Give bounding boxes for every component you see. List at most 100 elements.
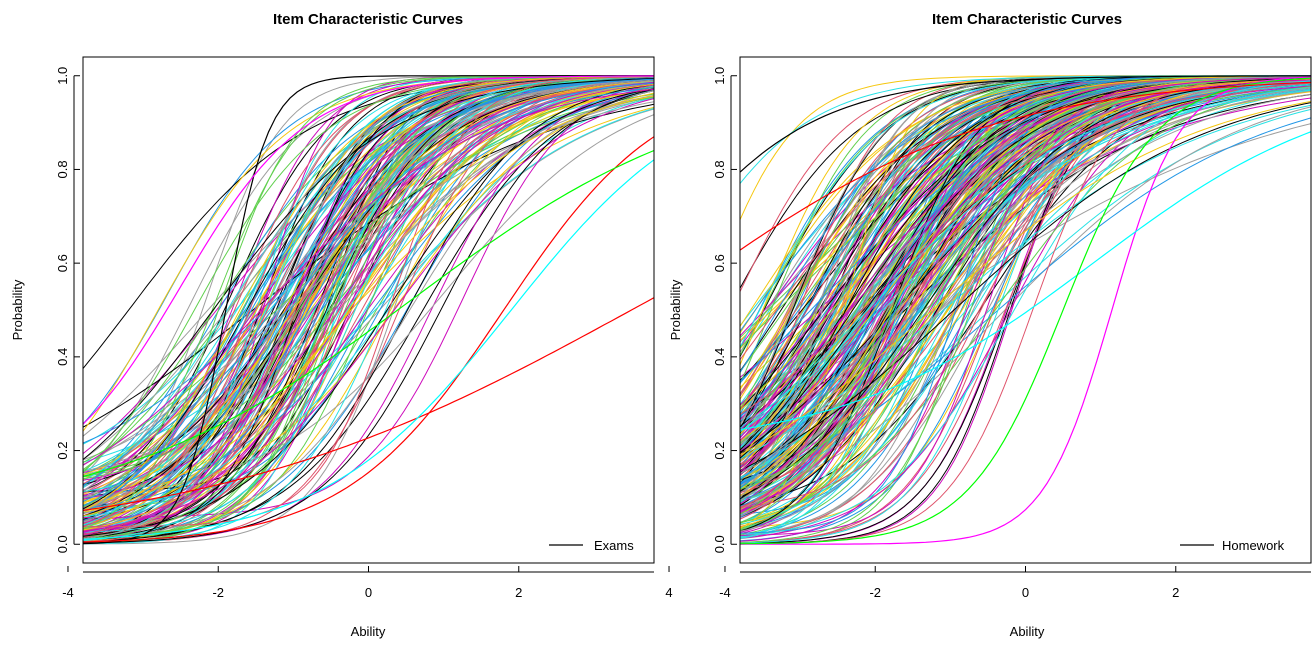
icc-curve: [83, 97, 654, 501]
icc-curve: [83, 77, 654, 544]
icc-curve: [83, 90, 654, 540]
icc-curve: [83, 88, 654, 525]
icc-curve: [83, 83, 654, 500]
icc-curve: [740, 90, 1311, 500]
curves-layer: [83, 75, 654, 545]
icc-curve: [83, 78, 654, 486]
icc-curve: [740, 76, 1311, 473]
icc-curve: [83, 78, 654, 460]
icc-curve: [83, 75, 654, 473]
icc-curve: [83, 75, 654, 425]
icc-curve: [740, 75, 1311, 534]
y-axis: 0.0 0.2 0.4 0.6 0.8 1.0: [55, 67, 80, 553]
y-tick-label: 0.6: [712, 254, 727, 272]
icc-curve: [83, 79, 654, 520]
y-tick-label: 1.0: [712, 67, 727, 85]
icc-curve: [83, 96, 654, 464]
x-tick-label: 4: [665, 585, 672, 600]
icc-curve: [740, 81, 1311, 251]
x-tick-label: 0: [365, 585, 372, 600]
icc-curve: [83, 82, 654, 502]
icc-curve: [740, 89, 1311, 433]
icc-curve: [740, 131, 1311, 431]
y-tick-label: 0.8: [55, 160, 70, 178]
icc-curve: [83, 98, 654, 532]
icc-curve: [83, 80, 654, 511]
y-axis: 0.0 0.2 0.4 0.6 0.8 1.0: [712, 67, 737, 553]
plot-frame: [82, 56, 655, 564]
icc-curve: [740, 83, 1311, 433]
icc-curve: [83, 81, 654, 518]
legend: Homework: [1180, 538, 1285, 553]
icc-curve: [740, 75, 1311, 474]
y-tick-label: 0.6: [55, 254, 70, 272]
legend: Exams: [549, 538, 634, 553]
x-axis-label: Ability: [1010, 624, 1045, 639]
icc-curve: [83, 88, 654, 466]
icc-curve: [83, 75, 654, 545]
x-tick-label: -4: [62, 585, 74, 600]
icc-curve: [740, 79, 1311, 510]
icc-curve: [83, 77, 654, 521]
icc-curve: [83, 76, 654, 535]
icc-curve: [83, 76, 654, 540]
icc-curve: [83, 90, 654, 542]
icc-curve: [83, 76, 654, 533]
icc-curve: [740, 102, 1311, 471]
y-tick-label: 0.2: [55, 442, 70, 460]
icc-curve: [83, 78, 654, 507]
y-tick-label: 0.2: [712, 442, 727, 460]
icc-curve: [740, 78, 1311, 498]
icc-curve: [83, 83, 654, 543]
icc-curve: [740, 100, 1311, 456]
curves-layer: [740, 75, 1311, 545]
icc-curve: [740, 77, 1311, 459]
icc-curve: [83, 81, 654, 533]
chart-title: Item Characteristic Curves: [273, 11, 463, 28]
icc-curve: [83, 159, 654, 540]
x-axis-label: Ability: [351, 624, 386, 639]
y-tick-label: 0.8: [712, 160, 727, 178]
icc-curve: [740, 76, 1311, 432]
y-axis-label: Probability: [668, 279, 683, 340]
x-tick-label: -2: [869, 585, 881, 600]
icc-curve: [83, 93, 654, 497]
chart-title: Item Characteristic Curves: [932, 11, 1122, 28]
icc-curve: [740, 77, 1311, 545]
icc-curve: [740, 76, 1311, 545]
icc-curve: [740, 83, 1311, 508]
icc-curve: [83, 101, 654, 465]
icc-curve: [83, 88, 654, 544]
x-tick-label: -2: [212, 585, 224, 600]
icc-curve: [740, 80, 1311, 491]
icc-curve: [740, 78, 1311, 462]
icc-curve: [83, 297, 654, 512]
y-tick-label: 0.0: [55, 535, 70, 553]
exams-panel: Item Characteristic Curves -4 -2 0 2 4 0.0 0.…: [10, 11, 673, 639]
x-tick-label: -4: [719, 585, 731, 600]
x-tick-label: 0: [1022, 585, 1029, 600]
x-axis: -4 -2 0 2 4: [62, 566, 673, 600]
icc-curve: [740, 75, 1311, 459]
icc-curve: [740, 75, 1311, 173]
icc-curve: [83, 106, 654, 503]
plot-frame: [739, 56, 1312, 564]
legend-label: Exams: [594, 538, 634, 553]
icc-curve: [740, 86, 1311, 524]
legend-label: Homework: [1222, 538, 1285, 553]
icc-curve: [740, 76, 1311, 488]
y-axis-label: Probability: [10, 279, 25, 340]
icc-curve: [740, 117, 1311, 485]
icc-curve: [740, 75, 1311, 535]
icc-curve: [83, 95, 654, 517]
y-tick-label: 0.4: [55, 348, 70, 366]
y-tick-label: 0.4: [712, 348, 727, 366]
x-tick-label: 2: [515, 585, 522, 600]
x-tick-label: 2: [1172, 585, 1179, 600]
icc-curve: [83, 136, 654, 543]
icc-curve: [740, 79, 1311, 431]
